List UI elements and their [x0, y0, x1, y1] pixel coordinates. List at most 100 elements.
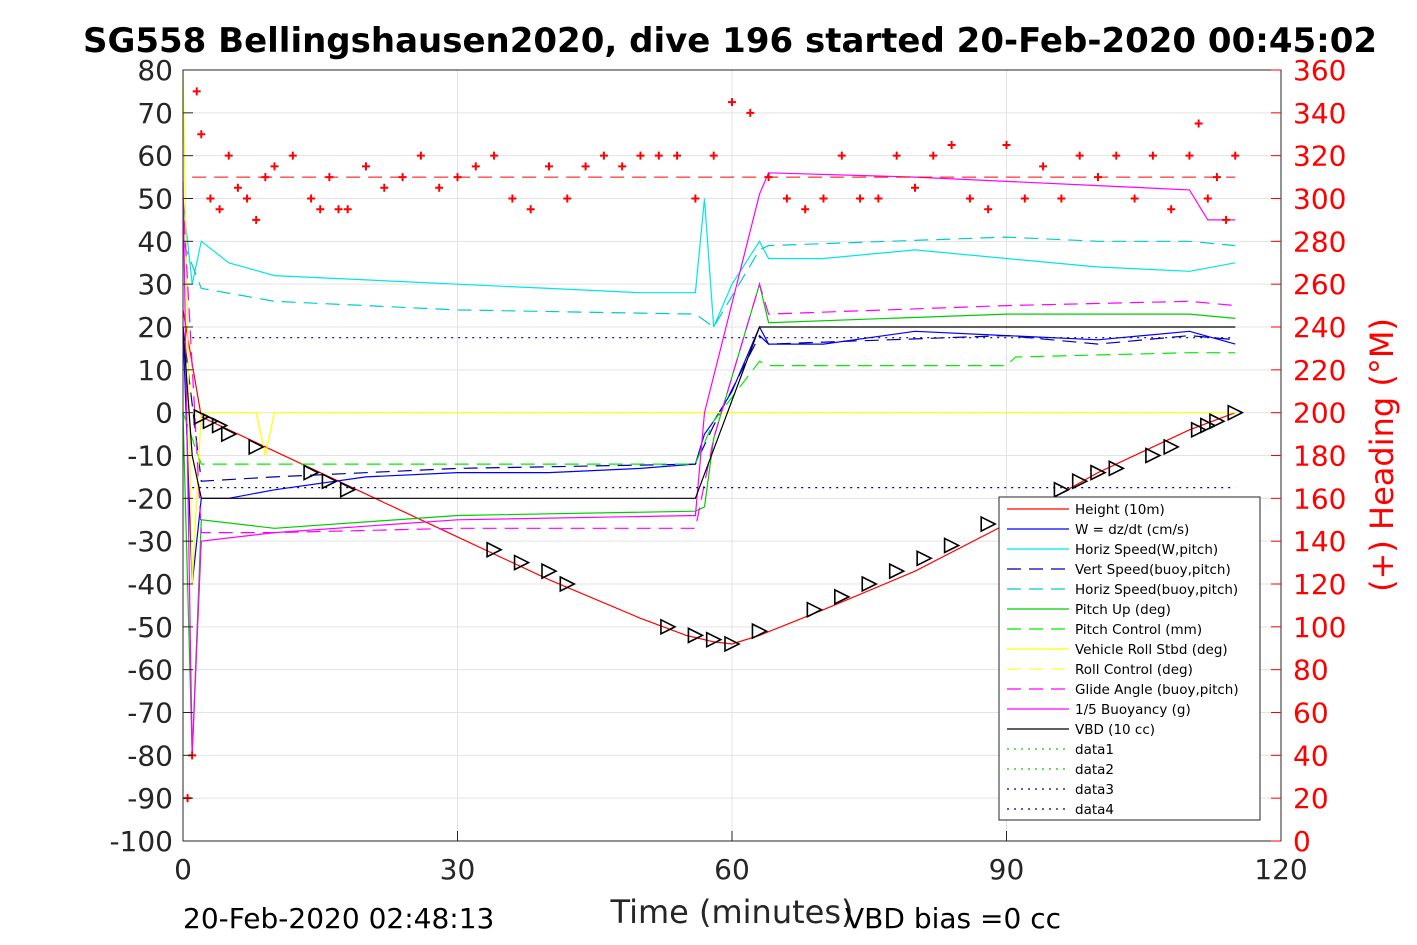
y2-tick-label: 60 [1293, 697, 1329, 730]
depth-triangle-marker [660, 618, 677, 636]
y-tick-label: -30 [127, 525, 173, 558]
heading-marker [215, 205, 224, 214]
y2-tick-label: 20 [1293, 782, 1329, 815]
heading-marker [316, 205, 325, 214]
y-tick-label: -60 [127, 654, 173, 687]
depth-triangle-marker [513, 554, 531, 571]
heading-marker [197, 130, 206, 139]
heading-marker [837, 151, 846, 160]
heading-marker [270, 162, 279, 171]
y2-tick-label: 0 [1293, 825, 1311, 858]
x-axis-label: Time (minutes) [610, 893, 854, 931]
heading-marker [261, 173, 270, 182]
heading-marker [224, 151, 233, 160]
legend-label: Vert Speed(buoy,pitch) [1075, 562, 1231, 578]
depth-triangle-marker [751, 622, 769, 640]
legend-label: Horiz Speed(W,pitch) [1075, 542, 1218, 558]
heading-marker [1075, 151, 1084, 160]
legend-label: Horiz Speed(buoy,pitch) [1075, 582, 1238, 598]
y2-tick-label: 120 [1293, 568, 1346, 601]
y2-tick-label: 300 [1293, 183, 1346, 216]
heading-marker [1194, 119, 1203, 128]
depth-triangle-marker [339, 481, 357, 499]
x-tick-label: 90 [989, 853, 1025, 886]
heading-marker [206, 194, 215, 203]
heading-marker [984, 205, 993, 214]
heading-marker [508, 194, 517, 203]
y2-tick-label: 140 [1293, 525, 1346, 558]
series-line [182, 352, 1236, 465]
heading-marker [1094, 173, 1102, 182]
heading-marker [1185, 151, 1194, 160]
heading-marker [746, 108, 755, 117]
heading-marker [911, 183, 919, 192]
heading-marker [435, 183, 444, 192]
chart-title: SG558 Bellingshausen2020, dive 196 start… [83, 21, 1377, 61]
y2-tick-label: 340 [1293, 97, 1346, 130]
y-tick-label: 10 [137, 354, 173, 387]
y-axis-right: 3603403203002802602402202001801601401201… [1271, 54, 1346, 858]
depth-triangle-marker [724, 635, 741, 653]
depth-triangle-marker [220, 425, 238, 443]
heading-marker [782, 194, 791, 203]
depth-triangle-marker [943, 537, 961, 554]
depth-triangle-marker [834, 588, 851, 606]
heading-marker [856, 194, 865, 203]
depth-triangle-marker [1227, 404, 1245, 421]
y2-tick-label: 360 [1293, 54, 1346, 87]
heading-marker [233, 183, 242, 192]
depth-triangle-marker [916, 550, 933, 567]
heading-marker [416, 151, 425, 160]
y-tick-label: -40 [127, 568, 173, 601]
legend-label: data4 [1075, 802, 1114, 818]
legend: Height (10m) W = dz/dt (cm/s) Horiz Speed(… [998, 496, 1261, 821]
y-tick-label: 50 [137, 183, 173, 216]
y-tick-label: -90 [127, 782, 173, 815]
legend-label: Roll Control (deg) [1075, 662, 1193, 678]
heading-marker [819, 194, 828, 203]
depth-triangle-marker [486, 541, 503, 559]
series-line [182, 281, 1236, 756]
y-tick-label: 80 [137, 54, 173, 87]
heading-marker [1112, 151, 1121, 160]
y-tick-label: -70 [127, 697, 173, 730]
heading-marker [1130, 194, 1139, 203]
depth-triangle-marker [806, 601, 824, 618]
y-tick-label: 30 [137, 268, 173, 301]
heading-marker [673, 151, 682, 160]
y2-tick-label: 200 [1293, 397, 1346, 430]
heading-marker [398, 173, 407, 182]
legend-label: Glide Angle (buoy,pitch) [1075, 682, 1239, 698]
heading-marker [1002, 140, 1011, 149]
heading-marker [526, 205, 535, 214]
depth-triangle-marker [193, 408, 211, 426]
depth-triangle-marker [211, 417, 229, 434]
depth-triangle-marker [861, 575, 879, 593]
heading-marker [636, 151, 645, 160]
y-tick-label: 70 [137, 97, 173, 130]
footer-timestamp: 20-Feb-2020 02:48:13 [183, 902, 494, 935]
depth-triangle-marker [705, 631, 723, 648]
heading-marker [192, 87, 201, 96]
x-tick-label: 0 [174, 853, 192, 886]
y-tick-label: -10 [127, 440, 173, 473]
x-tick-label: 120 [1254, 853, 1307, 886]
heading-marker [947, 140, 956, 149]
heading-marker [362, 162, 370, 171]
y-tick-label: -50 [127, 611, 173, 644]
heading-marker [764, 173, 773, 182]
legend-label: data3 [1075, 782, 1114, 798]
heading-marker [545, 162, 553, 171]
depth-triangle-marker [1190, 421, 1208, 439]
heading-marker [1167, 205, 1176, 214]
depth-triangle-marker [248, 438, 265, 456]
heading-marker [709, 151, 718, 160]
heading-marker [307, 194, 316, 203]
y2-tick-label: 180 [1293, 440, 1346, 473]
depth-triangle-marker [1071, 472, 1089, 490]
legend-label: Height (10m) [1075, 502, 1165, 518]
y-tick-label: 20 [137, 311, 173, 344]
y2-tick-label: 240 [1293, 311, 1346, 344]
depth-triangle-marker [321, 472, 339, 490]
